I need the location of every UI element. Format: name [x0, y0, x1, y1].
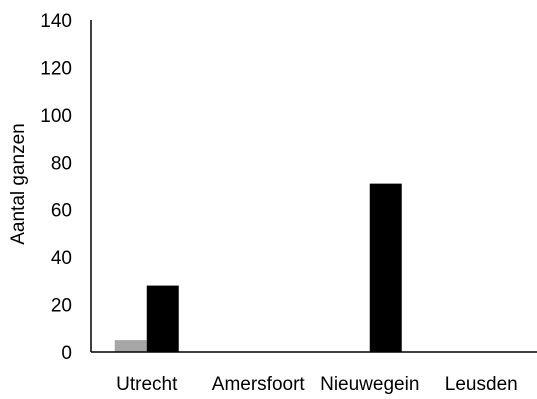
- plot-area: 0 20 40 60 80 100 120 140 Utrecht Amersfoort Nieuw…: [40, 11, 537, 395]
- y-tick-label: 60: [51, 201, 72, 222]
- y-tick-label: 140: [40, 11, 72, 32]
- y-tick-label: 120: [40, 58, 72, 79]
- bar: [369, 183, 402, 352]
- x-tick-label: Amersfoort: [212, 374, 306, 395]
- x-tick-label: Nieuwegein: [320, 374, 419, 395]
- x-tick-label: Leusden: [445, 374, 518, 395]
- x-tick-label: Utrecht: [116, 374, 178, 395]
- y-tick-label: 40: [51, 248, 72, 269]
- bar: [146, 285, 179, 352]
- y-tick-label: 80: [51, 153, 72, 174]
- bar: [114, 340, 147, 352]
- y-tick-label: 0: [61, 343, 72, 364]
- y-axis-title: Aantal ganzen: [8, 123, 29, 245]
- y-tick-label: 100: [40, 106, 72, 127]
- y-tick-label: 20: [51, 296, 72, 317]
